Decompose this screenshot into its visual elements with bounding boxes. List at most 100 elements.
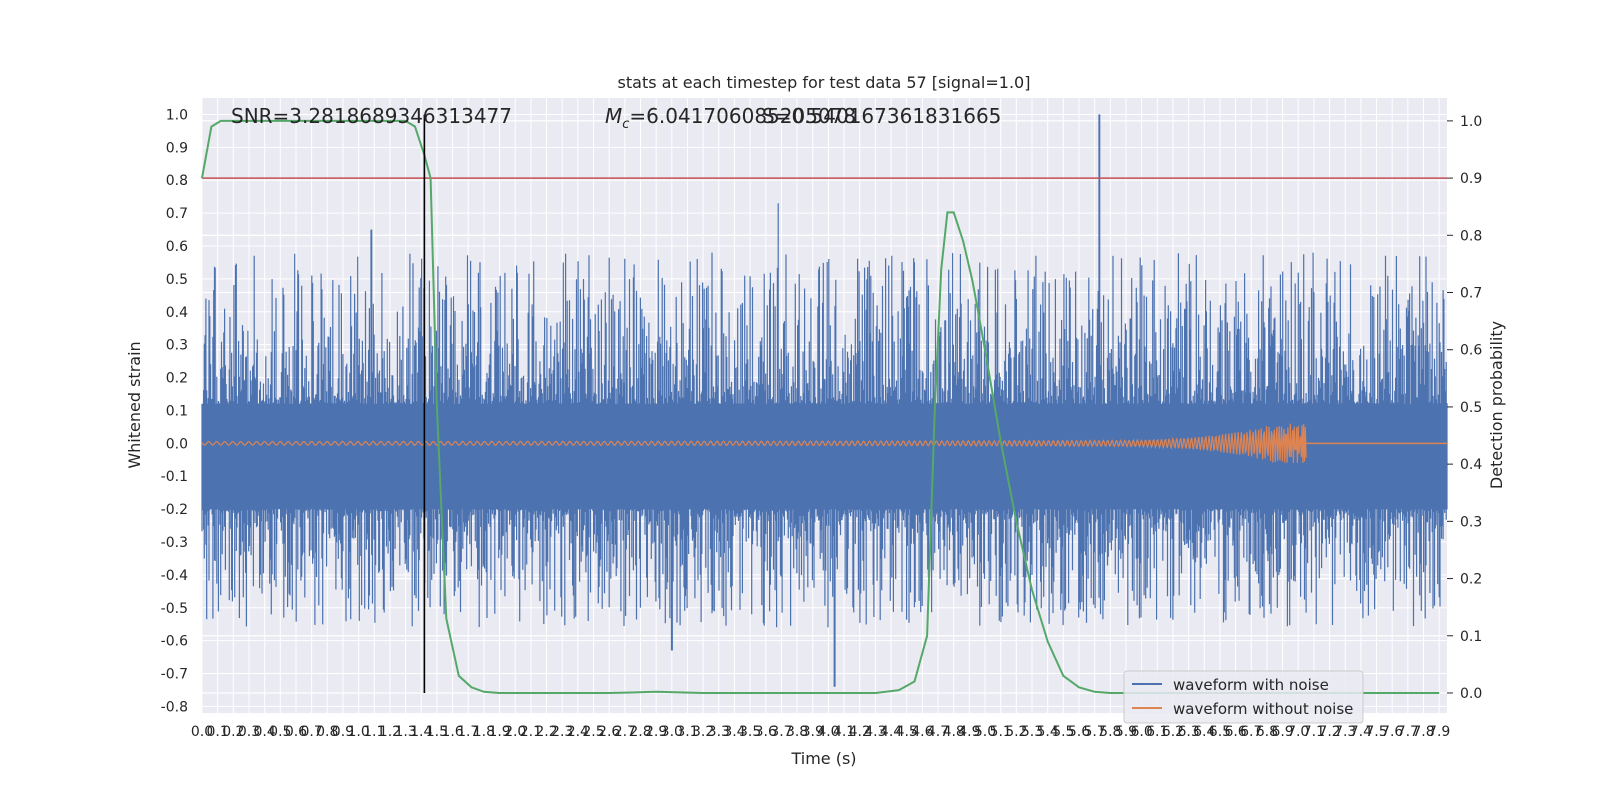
y-tick-label: 0.5 xyxy=(166,272,188,288)
x-tick-label: 0.3 xyxy=(238,724,260,740)
y-tick-label: -0.6 xyxy=(161,634,188,650)
x-tick-label: 3.2 xyxy=(692,724,714,740)
x-tick-label: 7.5 xyxy=(1365,724,1387,740)
s-annotation: S=0.540167361831665 xyxy=(762,104,1001,128)
y2-tick-label: 0.6 xyxy=(1460,343,1482,359)
x-tick-label: 4.6 xyxy=(911,724,933,740)
x-tick-label: 1.2 xyxy=(379,724,401,740)
x-tick-label: 4.5 xyxy=(896,724,918,740)
y-tick-label: -0.5 xyxy=(161,601,188,617)
x-tick-label: 5.4 xyxy=(1037,724,1059,740)
y2-tick-labels: 0.0 0.1 0.2 0.3 0.4 0.5 0.6 0.7 0.8 0.9 1.0 xyxy=(1447,114,1482,702)
legend-label-clean: waveform without noise xyxy=(1173,700,1353,718)
x-tick-label: 7.1 xyxy=(1303,724,1325,740)
x-tick-labels: 0.00.10.20.30.40.50.60.70.80.91.01.11.21… xyxy=(191,724,1450,740)
y-tick-label: 0.8 xyxy=(166,173,188,189)
x-tick-label: 0.7 xyxy=(300,724,322,740)
x-tick-label: 6.2 xyxy=(1162,724,1184,740)
y2-axis-label: Detection probability xyxy=(1487,321,1506,489)
x-tick-label: 6.7 xyxy=(1240,724,1262,740)
x-tick-label: 3.4 xyxy=(723,724,745,740)
x-tick-label: 7.6 xyxy=(1381,724,1403,740)
noise-core xyxy=(202,403,1447,510)
x-tick-label: 2.7 xyxy=(614,724,636,740)
legend: waveform with noise waveform without noi… xyxy=(1123,670,1364,724)
x-tick-label: 5.6 xyxy=(1068,724,1090,740)
x-tick-label: 4.8 xyxy=(943,724,965,740)
x-tick-label: 6.6 xyxy=(1224,724,1246,740)
x-tick-label: 3.3 xyxy=(708,724,730,740)
x-tick-label: 6.1 xyxy=(1146,724,1168,740)
x-tick-label: 5.0 xyxy=(974,724,996,740)
x-tick-label: 6.9 xyxy=(1271,724,1293,740)
y2-tick-label: 0.1 xyxy=(1460,629,1482,645)
x-tick-label: 0.1 xyxy=(207,724,229,740)
x-tick-label: 2.2 xyxy=(535,724,557,740)
x-tick-label: 3.8 xyxy=(786,724,808,740)
series-waveform-without-noise xyxy=(201,423,1447,464)
y2-tick-label: 0.2 xyxy=(1460,572,1482,588)
y-tick-label: 0.1 xyxy=(166,403,188,419)
y2-tick-label: 0.8 xyxy=(1460,228,1482,244)
x-tick-label: 4.4 xyxy=(880,724,902,740)
y2-tick-label: 0.0 xyxy=(1460,686,1482,702)
x-tick-label: 0.4 xyxy=(254,724,276,740)
y2-tick-label: 0.7 xyxy=(1460,286,1482,302)
x-tick-label: 1.5 xyxy=(426,724,448,740)
x-tick-label: 1.6 xyxy=(441,724,463,740)
y-tick-label: -0.7 xyxy=(161,667,188,683)
y-tick-label: 0.2 xyxy=(166,371,188,387)
x-tick-label: 2.4 xyxy=(567,724,589,740)
x-tick-label: 1.1 xyxy=(363,724,385,740)
y-tick-label: 0.0 xyxy=(166,436,188,452)
y-axis-label: Whitened strain xyxy=(125,341,144,468)
y2-tick-label: 0.3 xyxy=(1460,514,1482,530)
x-tick-label: 4.0 xyxy=(817,724,839,740)
x-tick-label: 4.9 xyxy=(958,724,980,740)
x-tick-label: 0.2 xyxy=(222,724,244,740)
chirp-mass-annotation: Mc=6.041706085205078 xyxy=(605,104,856,132)
x-tick-label: 5.3 xyxy=(1021,724,1043,740)
chart-title: stats at each timestep for test data 57 … xyxy=(618,73,1031,92)
y2-tick-label: 1.0 xyxy=(1460,114,1482,130)
x-tick-label: 2.0 xyxy=(504,724,526,740)
y-tick-label: 0.9 xyxy=(166,140,188,156)
x-tick-label: 4.2 xyxy=(849,724,871,740)
snr-annotation: SNR=3.2818689346313477 xyxy=(231,104,512,128)
y-tick-label: -0.2 xyxy=(161,502,188,518)
x-tick-label: 1.8 xyxy=(473,724,495,740)
x-tick-label: 6.0 xyxy=(1130,724,1152,740)
legend-label-noise: waveform with noise xyxy=(1173,676,1329,694)
x-tick-label: 6.8 xyxy=(1256,724,1278,740)
x-tick-label: 3.1 xyxy=(676,724,698,740)
x-tick-label: 5.8 xyxy=(1099,724,1121,740)
x-tick-label: 7.8 xyxy=(1412,724,1434,740)
x-tick-label: 0.0 xyxy=(191,724,213,740)
x-tick-label: 3.0 xyxy=(661,724,683,740)
x-tick-label: 2.9 xyxy=(645,724,667,740)
x-tick-label: 2.1 xyxy=(520,724,542,740)
x-tick-label: 7.9 xyxy=(1428,724,1450,740)
x-tick-label: 6.3 xyxy=(1177,724,1199,740)
x-tick-label: 2.5 xyxy=(582,724,604,740)
x-tick-label: 1.4 xyxy=(410,724,432,740)
y-tick-label: 0.4 xyxy=(166,305,188,321)
x-tick-label: 5.9 xyxy=(1115,724,1137,740)
x-tick-label: 0.6 xyxy=(285,724,307,740)
y-tick-label: -0.1 xyxy=(161,469,188,485)
y-tick-label: 0.3 xyxy=(166,338,188,354)
y2-tick-label: 0.4 xyxy=(1460,457,1482,473)
x-tick-label: 6.5 xyxy=(1209,724,1231,740)
x-tick-label: 1.9 xyxy=(488,724,510,740)
x-tick-label: 4.3 xyxy=(864,724,886,740)
chirp-mass-value: =6.041706085205078 xyxy=(629,104,856,128)
x-tick-label: 2.8 xyxy=(629,724,651,740)
x-tick-label: 7.7 xyxy=(1397,724,1419,740)
y-tick-labels: -0.8 -0.7 -0.6 -0.5 -0.4 -0.3 -0.2 -0.1 0.0 0.1 0.… xyxy=(161,107,188,715)
x-tick-label: 2.3 xyxy=(551,724,573,740)
x-tick-label: 7.4 xyxy=(1350,724,1372,740)
chirp-mass-subscript: c xyxy=(622,117,629,132)
x-tick-label: 3.6 xyxy=(755,724,777,740)
x-tick-label: 7.2 xyxy=(1318,724,1340,740)
x-tick-label: 7.0 xyxy=(1287,724,1309,740)
